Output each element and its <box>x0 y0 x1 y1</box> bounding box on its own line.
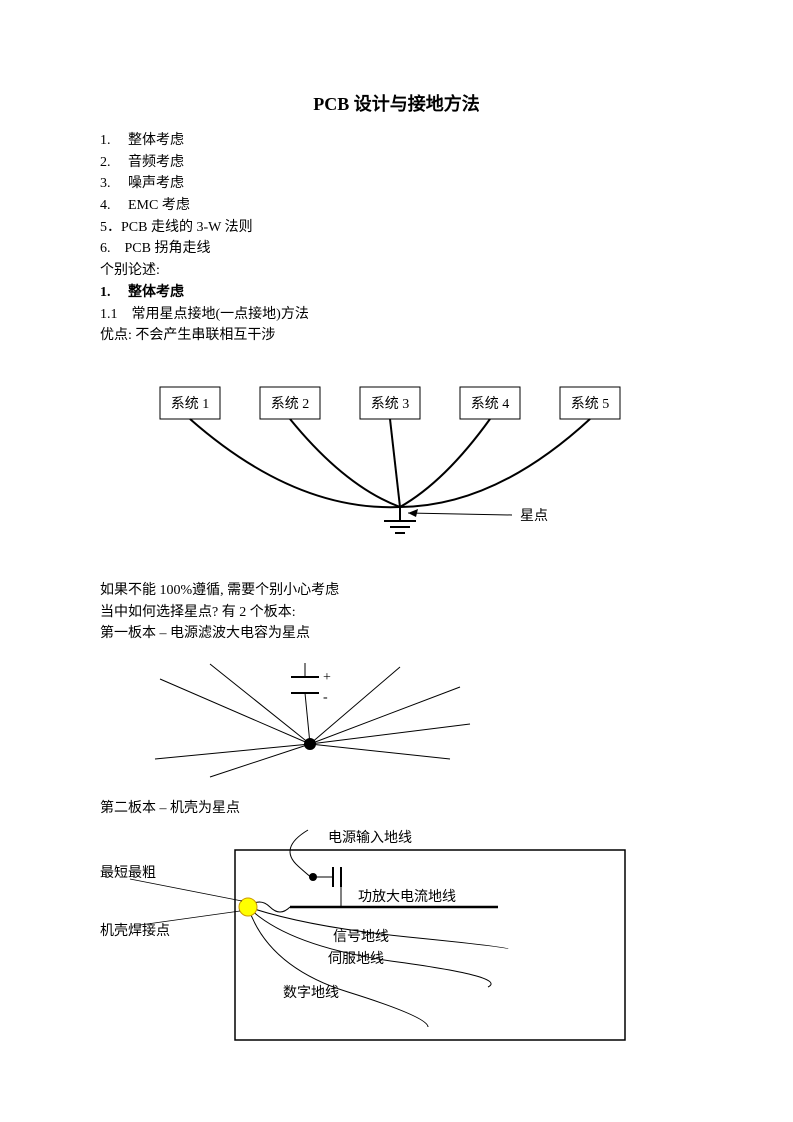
svg-text:系统 5: 系统 5 <box>571 396 610 412</box>
section-1-advantage: 优点: 不会产生串联相互干涉 <box>100 325 693 347</box>
after-star-line-2: 当中如何选择星点? 有 2 个板本: <box>100 602 693 624</box>
svg-text:功放大电流地线: 功放大电流地线 <box>358 889 456 905</box>
toc-item-1: 1. 整体考虑 <box>100 130 693 152</box>
capacitor-star-diagram: +- <box>100 649 520 794</box>
page-title: PCB 设计与接地方法 <box>100 90 693 116</box>
svg-text:信号地线: 信号地线 <box>333 929 389 945</box>
svg-text:机壳焊接点: 机壳焊接点 <box>100 922 170 939</box>
toc-item-6: 6. PCB 拐角走线 <box>100 238 693 260</box>
chassis-star-diagram: 电源输入地线功放大电流地线信号地线伺服地线数字地线 最短最粗机壳焊接点 <box>100 822 660 1057</box>
svg-text:系统 3: 系统 3 <box>371 396 410 412</box>
svg-text:数字地线: 数字地线 <box>283 985 339 1001</box>
toc-item-5: 5．PCB 走线的 3-W 法则 <box>100 217 693 239</box>
svg-text:电源输入地线: 电源输入地线 <box>328 830 412 846</box>
version-2-text: 第二板本 – 机壳为星点 <box>100 798 693 820</box>
toc-item-2: 2. 音频考虑 <box>100 152 693 174</box>
intro-text: 个别论述: <box>100 260 693 282</box>
toc-item-3: 3. 噪声考虑 <box>100 173 693 195</box>
svg-text:-: - <box>323 690 328 705</box>
svg-text:系统 1: 系统 1 <box>171 396 210 412</box>
version-1-text: 第一板本 – 电源滤波大电容为星点 <box>100 623 693 645</box>
section-1-heading: 1. 整体考虑 <box>100 282 693 304</box>
svg-text:系统 2: 系统 2 <box>271 396 310 412</box>
svg-text:+: + <box>323 670 331 685</box>
svg-text:最短最粗: 最短最粗 <box>100 865 156 881</box>
toc-item-4: 4. EMC 考虑 <box>100 195 693 217</box>
after-star-line-1: 如果不能 100%遵循, 需要个别小心考虑 <box>100 580 693 602</box>
section-1-1: 1.1 常用星点接地(一点接地)方法 <box>100 304 693 326</box>
svg-text:伺服地线: 伺服地线 <box>328 951 384 967</box>
star-ground-diagram: 系统 1 系统 2 系统 3 系统 4 系统 5 星点 <box>100 377 693 562</box>
svg-text:星点: 星点 <box>520 508 548 524</box>
svg-text:系统 4: 系统 4 <box>471 396 510 412</box>
